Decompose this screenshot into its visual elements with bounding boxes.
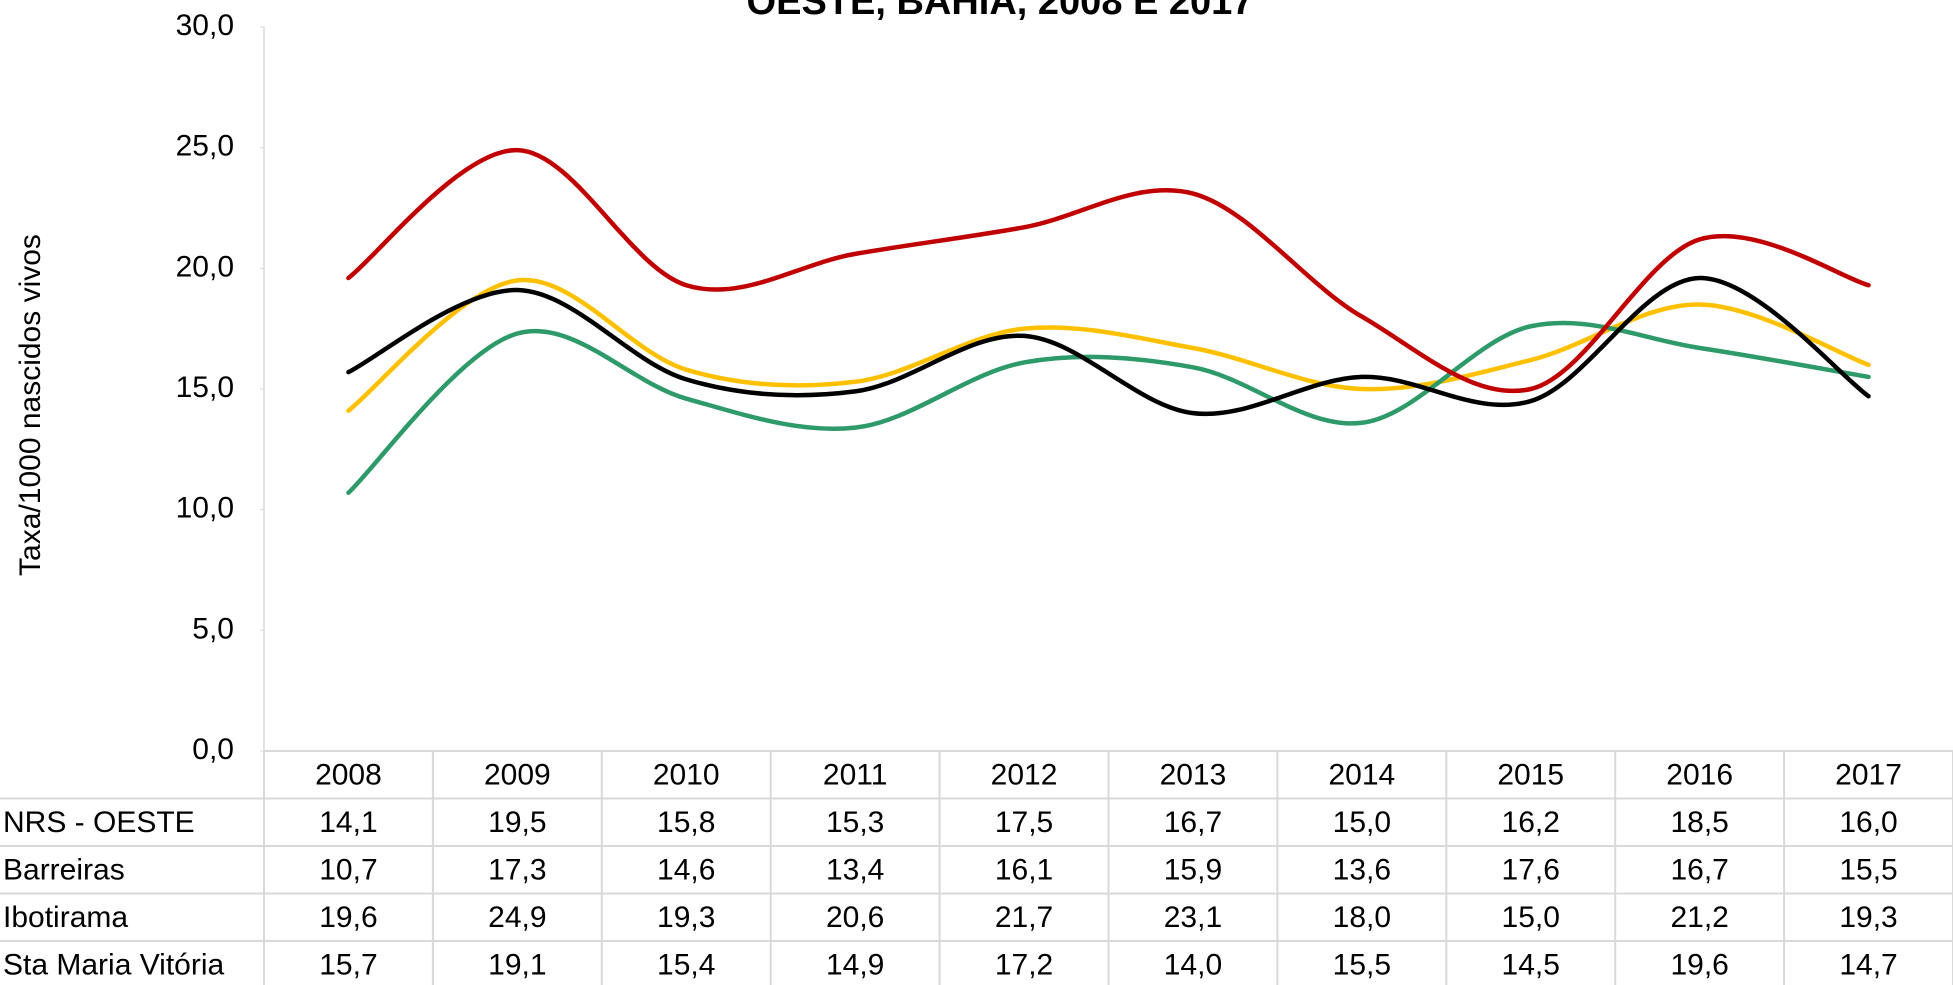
x-tick-label: 2016 bbox=[1666, 759, 1733, 792]
x-tick-label: 2011 bbox=[823, 759, 888, 792]
table-value: 23,1 bbox=[1164, 901, 1222, 934]
table-value: 14,5 bbox=[1502, 949, 1560, 982]
chart-title: OESTE, BAHIA, 2008 E 2017 bbox=[747, 0, 1254, 23]
table-value: 19,3 bbox=[657, 901, 715, 934]
y-tick-label: 15,0 bbox=[176, 371, 234, 404]
table-value: 19,6 bbox=[319, 901, 377, 934]
y-tick-label: 0,0 bbox=[192, 733, 234, 766]
table-value: 21,2 bbox=[1670, 901, 1728, 934]
table-value: 15,0 bbox=[1502, 901, 1560, 934]
legend-label: Ibotirama bbox=[3, 901, 128, 934]
table-value: 15,5 bbox=[1839, 854, 1897, 887]
table-value: 15,0 bbox=[1333, 806, 1391, 839]
table-value: 18,5 bbox=[1670, 806, 1728, 839]
series-line bbox=[346, 147, 1871, 394]
table-value: 17,2 bbox=[995, 949, 1053, 982]
table-value: 15,9 bbox=[1164, 854, 1222, 887]
series-line bbox=[346, 275, 1871, 417]
x-tick-label: 2015 bbox=[1497, 759, 1564, 792]
y-tick-label: 25,0 bbox=[176, 130, 234, 163]
table-value: 17,6 bbox=[1502, 854, 1560, 887]
y-tick-label: 10,0 bbox=[176, 492, 234, 525]
table-value: 19,5 bbox=[488, 806, 546, 839]
x-tick-label: 2012 bbox=[991, 759, 1058, 792]
table-value: 21,7 bbox=[995, 901, 1053, 934]
x-tick-label: 2013 bbox=[1160, 759, 1227, 792]
table-value: 15,7 bbox=[319, 949, 377, 982]
table-value: 17,5 bbox=[995, 806, 1053, 839]
table-value: 10,7 bbox=[319, 854, 377, 887]
table-value: 16,2 bbox=[1502, 806, 1560, 839]
table-value: 14,7 bbox=[1839, 949, 1897, 982]
table-value: 19,1 bbox=[488, 949, 546, 982]
table-value: 14,0 bbox=[1164, 949, 1222, 982]
legend-label: Sta Maria Vitória bbox=[3, 949, 225, 982]
y-tick-label: 5,0 bbox=[192, 612, 234, 645]
legend-label: Barreiras bbox=[3, 854, 125, 887]
table-value: 19,3 bbox=[1839, 901, 1897, 934]
series-line bbox=[346, 277, 1871, 413]
x-tick-label: 2009 bbox=[484, 759, 551, 792]
table-value: 18,0 bbox=[1333, 901, 1391, 934]
x-tick-label: 2010 bbox=[653, 759, 720, 792]
table-value: 14,9 bbox=[826, 949, 884, 982]
y-axis-label: Taxa/1000 nascidos vivos bbox=[14, 234, 47, 576]
y-tick-label: 30,0 bbox=[176, 9, 234, 42]
table-value: 13,4 bbox=[826, 854, 884, 887]
table-value: 16,7 bbox=[1670, 854, 1728, 887]
x-tick-label: 2017 bbox=[1835, 759, 1902, 792]
legend-label: NRS - OESTE bbox=[3, 806, 195, 839]
table-value: 15,5 bbox=[1333, 949, 1391, 982]
table-value: 16,1 bbox=[995, 854, 1053, 887]
table-value: 15,3 bbox=[826, 806, 884, 839]
table-value: 16,7 bbox=[1164, 806, 1222, 839]
table-value: 15,8 bbox=[657, 806, 715, 839]
y-tick-label: 20,0 bbox=[176, 250, 234, 283]
table-value: 24,9 bbox=[488, 901, 546, 934]
table-value: 19,6 bbox=[1670, 949, 1728, 982]
table-value: 17,3 bbox=[488, 854, 546, 887]
table-value: 16,0 bbox=[1839, 806, 1897, 839]
series-line bbox=[346, 320, 1871, 496]
x-tick-label: 2014 bbox=[1328, 759, 1395, 792]
table-value: 14,6 bbox=[657, 854, 715, 887]
table-value: 20,6 bbox=[826, 901, 884, 934]
x-tick-label: 2008 bbox=[315, 759, 382, 792]
table-value: 13,6 bbox=[1333, 854, 1391, 887]
table-value: 15,4 bbox=[657, 949, 715, 982]
table-value: 14,1 bbox=[319, 806, 377, 839]
